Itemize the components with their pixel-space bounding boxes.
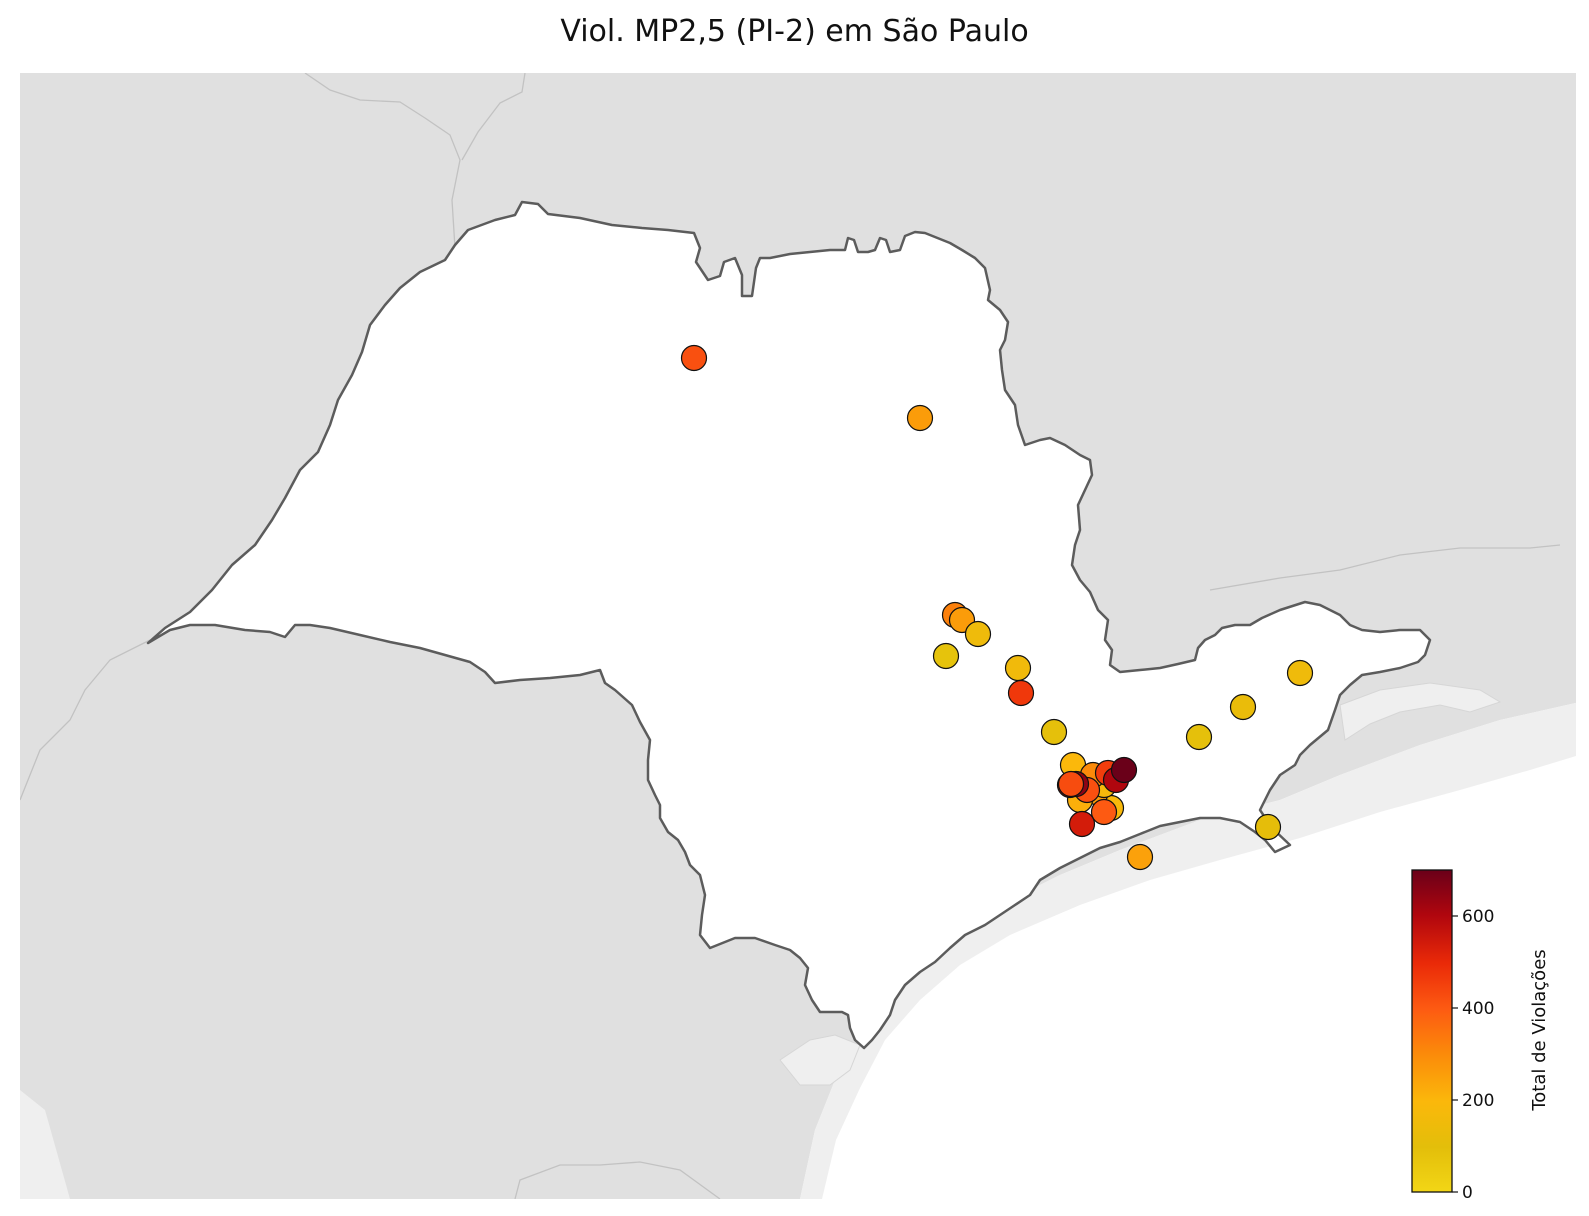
station-marker xyxy=(1004,654,1032,682)
colorbar-ticks: 0 200 400 600 xyxy=(1452,907,1494,1203)
colorbar-tick-label: 600 xyxy=(1462,907,1494,927)
map-title: Viol. MP2,5 (PI-2) em São Paulo xyxy=(560,14,1029,49)
bay-shading xyxy=(1339,682,1502,741)
south-bay-shading xyxy=(779,1034,861,1086)
corner-shading xyxy=(20,1090,70,1199)
station-marker xyxy=(680,344,708,372)
colorbar: 0 200 400 600 Total de Violações xyxy=(1411,869,1550,1203)
station-marker xyxy=(1068,810,1096,838)
station-marker xyxy=(964,620,992,648)
colorbar-tick-label: 0 xyxy=(1462,1183,1473,1203)
colorbar-gradient xyxy=(1411,869,1453,1193)
station-marker xyxy=(1229,693,1257,721)
neighbor-borders xyxy=(20,73,1561,1199)
ocean xyxy=(800,702,1576,1199)
colorbar-label: Total de Violações xyxy=(1529,949,1550,1111)
station-marker xyxy=(1007,679,1035,707)
station-marker xyxy=(1286,659,1314,687)
sao-paulo-state xyxy=(146,200,1432,1050)
station-marker xyxy=(1185,723,1213,751)
station-marker xyxy=(1090,798,1118,826)
station-marker xyxy=(1110,756,1138,784)
colorbar-tick-label: 400 xyxy=(1462,999,1494,1019)
station-marker xyxy=(1057,770,1085,798)
station-marker xyxy=(1126,843,1154,871)
station-marker xyxy=(906,404,934,432)
station-marker xyxy=(1254,813,1282,841)
station-marker xyxy=(932,642,960,670)
colorbar-tick-label: 200 xyxy=(1462,1091,1494,1111)
station-marker xyxy=(1040,718,1068,746)
coastal-shelf xyxy=(800,702,1576,1199)
station-markers xyxy=(680,344,1314,871)
map-area xyxy=(20,73,1576,1199)
